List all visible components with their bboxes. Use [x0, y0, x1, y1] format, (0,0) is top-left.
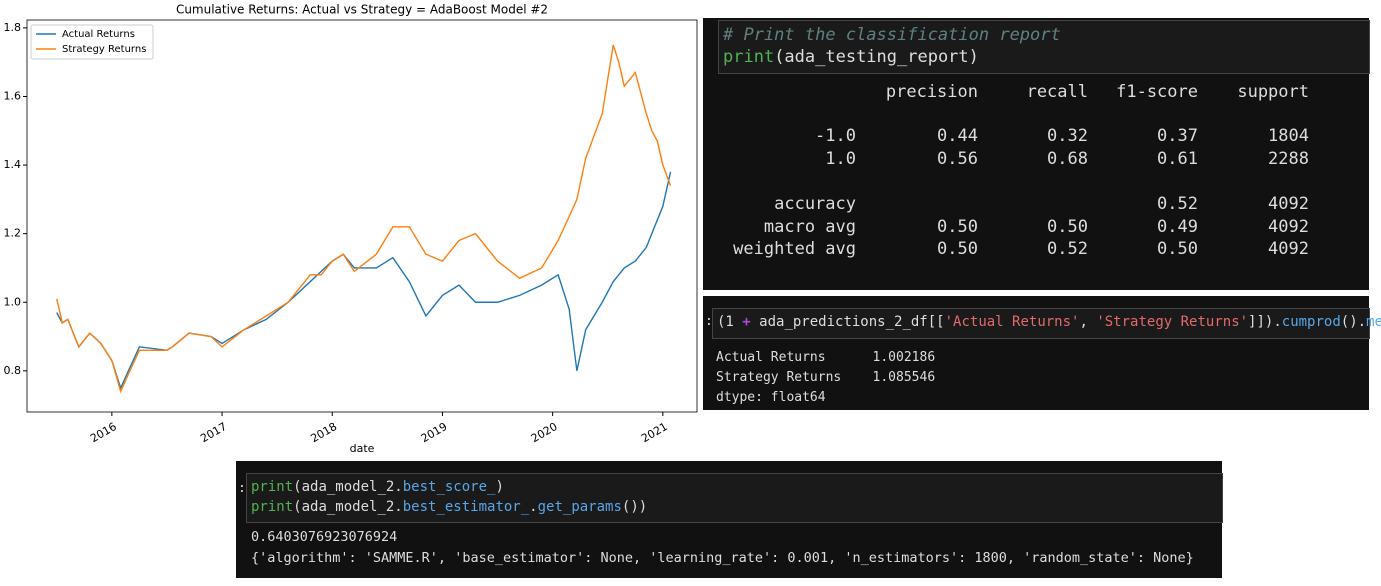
y-tick-label: 1.2	[4, 227, 22, 240]
cell: 1804	[1268, 126, 1309, 146]
cell: 0.50	[937, 217, 978, 237]
code: (ada_testing_report)	[774, 47, 979, 67]
y-tick-label: 1.6	[4, 89, 22, 102]
code-line: # Print the classification report	[723, 25, 1061, 45]
output-line: {'algorithm': 'SAMME.R', 'base_estimator…	[251, 550, 1194, 566]
row-label: weighted avg	[733, 239, 856, 259]
operator: +	[742, 314, 751, 330]
cell: 4092	[1268, 194, 1309, 214]
output-line: Actual Returns 1.002186	[716, 350, 936, 365]
column-header: recall	[1026, 82, 1088, 102]
keyword: print	[723, 47, 775, 67]
y-tick-label: 1.0	[4, 295, 22, 308]
legend-box	[30, 24, 154, 60]
attribute: best_estimator_	[402, 499, 530, 515]
method: mean	[1366, 314, 1381, 330]
x-tick-label: 2019	[419, 420, 450, 445]
cell: 0.37	[1157, 126, 1198, 146]
string: 'Strategy Returns'	[1096, 314, 1249, 330]
code-line: print(ada_model_2.best_estimator_.get_pa…	[251, 499, 647, 515]
plot-area	[26, 19, 698, 413]
cumprod-cell: : (1 + ada_predictions_2_df[['Actual Ret…	[703, 296, 1381, 410]
keyword: print	[251, 479, 294, 495]
series-line	[56, 44, 672, 394]
chart-title: Cumulative Returns: Actual vs Strategy =…	[176, 3, 548, 17]
code: ]]).	[1248, 314, 1282, 330]
code-line: print(ada_testing_report)	[723, 47, 979, 67]
legend-label: Actual Returns	[62, 29, 135, 40]
cell: 0.56	[937, 149, 978, 169]
attribute: best_score_	[402, 479, 496, 495]
code-line: print(ada_model_2.best_score_)	[251, 479, 504, 495]
cell: 0.44	[937, 126, 978, 146]
cell: 0.68	[1047, 149, 1088, 169]
series-line	[56, 171, 672, 390]
column-header: f1-score	[1116, 82, 1198, 102]
x-axis-label: date	[350, 442, 375, 455]
report-cell: # Print the classification report print(…	[703, 18, 1370, 290]
code: .	[529, 499, 538, 515]
cell: 4092	[1268, 239, 1309, 259]
x-tick-label: 2016	[88, 420, 119, 445]
cell: 4092	[1268, 217, 1309, 237]
output-line: dtype: float64	[716, 390, 826, 405]
row-label: 1.0	[825, 149, 856, 169]
legend-label: Strategy Returns	[62, 44, 146, 55]
code: (ada_model_2.	[293, 499, 403, 515]
code-input: (1 + ada_predictions_2_df[['Actual Retur…	[712, 308, 1381, 339]
cell: 0.50	[1047, 217, 1088, 237]
x-tick-label: 2021	[639, 420, 670, 445]
code: ,	[1079, 314, 1097, 330]
code: ada_predictions_2_df[[	[750, 314, 945, 330]
y-tick-label: 0.8	[4, 364, 22, 377]
cell: 0.32	[1047, 126, 1088, 146]
code: ().	[1340, 314, 1367, 330]
code: (1	[717, 314, 743, 330]
keyword: print	[251, 499, 294, 515]
code-line: (1 + ada_predictions_2_df[['Actual Retur…	[717, 314, 1381, 330]
cell: 2288	[1268, 149, 1309, 169]
cell: 0.50	[1157, 239, 1198, 259]
code-input: # Print the classification report print(…	[718, 20, 1370, 74]
cell: 0.61	[1157, 149, 1198, 169]
row-label: macro avg	[763, 217, 856, 237]
output-line: 0.6403076923076924	[251, 529, 398, 545]
x-tick-label: 2020	[529, 420, 560, 445]
column-header: support	[1237, 82, 1309, 102]
params-cell: : print(ada_model_2.best_score_) print(a…	[236, 461, 1223, 578]
code: (ada_model_2.	[293, 479, 403, 495]
prompt: :	[705, 314, 713, 329]
cell: 0.50	[937, 239, 978, 259]
cell: 0.52	[1157, 194, 1198, 214]
code: )	[495, 479, 504, 495]
row-label: accuracy	[774, 194, 856, 214]
method: cumprod	[1281, 314, 1341, 330]
cell: 0.52	[1047, 239, 1088, 259]
row-label: -1.0	[815, 126, 856, 146]
y-tick-label: 1.4	[4, 158, 22, 171]
column-header: precision	[885, 82, 978, 102]
cell: 0.49	[1157, 217, 1198, 237]
code: ())	[621, 499, 648, 515]
y-tick-label: 1.8	[4, 21, 22, 34]
method: get_params	[537, 499, 622, 515]
comment: # Print the classification report	[723, 25, 1061, 45]
code-input: print(ada_model_2.best_score_) print(ada…	[246, 473, 1223, 523]
x-tick-label: 2017	[198, 420, 229, 445]
x-tick-label: 2018	[308, 420, 339, 445]
chart: Cumulative Returns: Actual vs Strategy =…	[4, 3, 698, 455]
output-line: Strategy Returns 1.085546	[716, 370, 936, 385]
string: 'Actual Returns'	[944, 314, 1080, 330]
prompt: :	[238, 481, 246, 496]
